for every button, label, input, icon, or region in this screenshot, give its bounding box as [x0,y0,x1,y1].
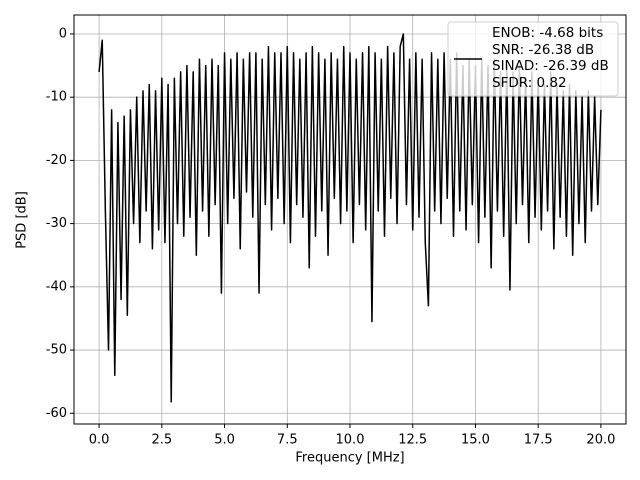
data-line [98,33,602,403]
x-tick-label: 20.0 [586,433,615,448]
x-tick-label: 12.5 [398,433,427,448]
y-axis-label: PSD [dB] [15,191,30,249]
legend-box [447,21,619,97]
y-tick-label: -30 [46,216,67,231]
x-axis-label: Frequency [MHz] [295,451,404,466]
x-tick-label: 2.5 [151,433,172,448]
x-tick-label: 15.0 [461,433,490,448]
y-tick-label: 0 [59,26,67,41]
y-tick-label: -20 [46,153,67,168]
x-tick-label: 17.5 [524,433,553,448]
x-tick-label: 5.0 [214,433,235,448]
y-tick-label: -10 [46,90,67,105]
x-tick-label: 10.0 [336,433,365,448]
y-tick-label: -50 [46,343,67,358]
y-tick-label: -40 [46,279,67,294]
plot-frame [73,14,627,425]
legend-label: ENOB: -4.68 bits SNR: -26.38 dB SINAD: -… [492,25,609,91]
y-tick-label: -60 [46,406,67,421]
x-tick-label: 0.0 [89,433,110,448]
x-tick-label: 7.5 [277,433,298,448]
